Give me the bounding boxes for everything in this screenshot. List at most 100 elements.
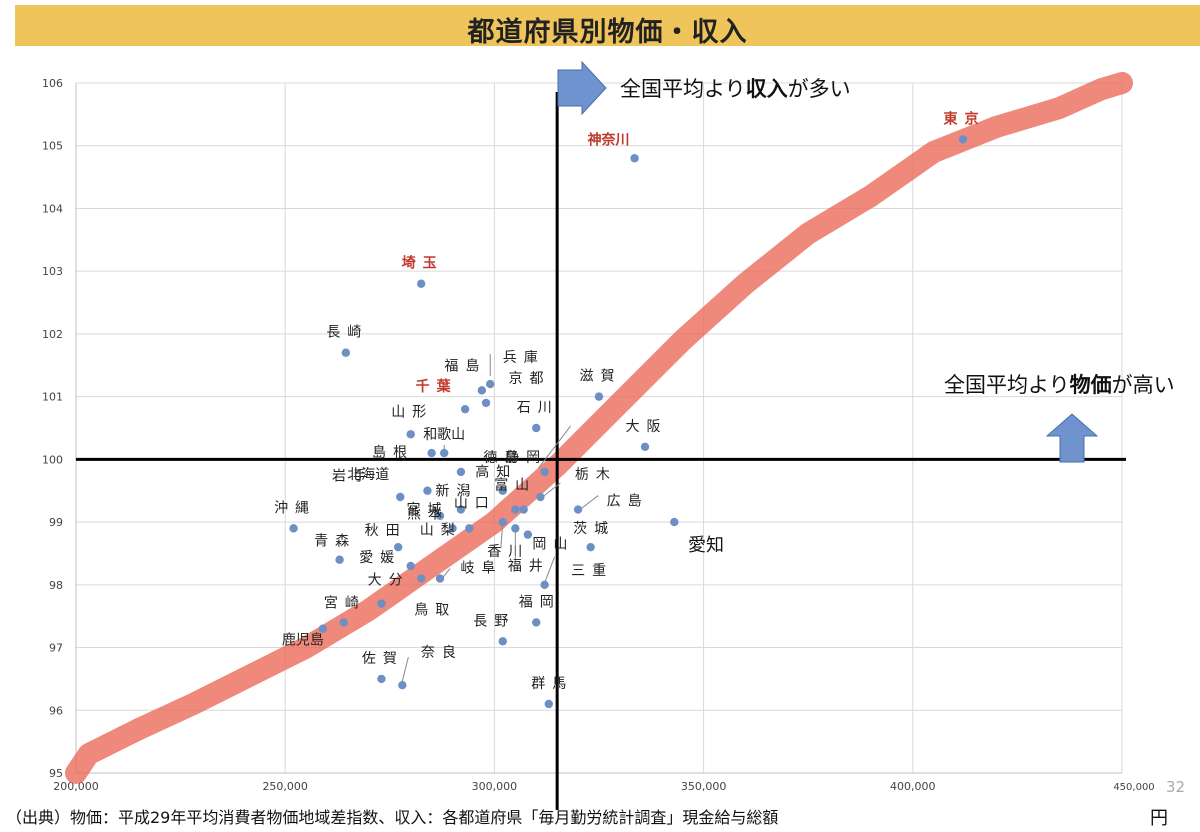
point-label: 山 梨 [420,522,455,538]
data-point [573,505,583,514]
leader-line [579,495,599,510]
point-label: 石 川 [517,400,552,416]
data-point [670,517,679,527]
point-label: 宮 崎 [324,596,359,612]
y-tick-label: 103 [42,265,63,278]
data-point [427,448,436,458]
point-label: 山 口 [454,496,489,512]
scatter-chart: 200,000 250,000 300,000 350,000 400,000 450,0… [42,60,1175,810]
data-point [540,580,549,590]
point-label: 長 崎 [326,325,361,341]
point-label: 茨 城 [573,521,608,537]
data-point [498,486,507,495]
point-label: 愛 媛 [359,550,394,566]
x-tick-label: 250,000 [262,780,308,793]
data-point [289,524,298,533]
data-point [544,699,553,709]
title-bar: 都道府県別物価・収入 [15,5,1200,48]
point-label: 徳 島 [483,450,518,466]
point-label: 滋 賀 [580,369,615,385]
leader-line [542,482,561,498]
trend-line [65,72,1133,784]
y-tick-label: 98 [49,579,63,592]
data-point [498,637,507,646]
data-point [456,505,466,514]
y-tick-label: 96 [49,704,63,717]
data-point [318,624,328,633]
leader-line [538,425,572,469]
point-label: 福 井 [508,558,543,574]
data-point [511,524,520,533]
leader-line [401,657,409,682]
data-point [630,154,639,163]
data-point [423,486,432,495]
data-point [536,492,545,502]
data-point [393,542,403,552]
point-label: 三 重 [571,563,606,579]
y-tick-label: 105 [42,140,63,153]
x-axis-unit: 円 [1150,808,1168,829]
point-label: 鹿児島 [282,632,324,649]
leader-line [500,522,504,549]
point-label: 岡 山 [532,537,567,553]
y-tick-label: 95 [49,767,63,780]
data-point [339,618,348,627]
data-point [416,279,426,288]
point-label: 長 野 [473,613,508,629]
point-label: 山 形 [391,404,426,420]
x-tick-label: 200,000 [53,780,99,793]
data-point [523,530,533,539]
data-point [586,542,595,552]
y-tick-label: 97 [49,642,63,655]
page-title: 都道府県別物価・収入 [467,17,748,48]
price-arrow-icon [1045,413,1099,463]
data-point [481,398,491,408]
y-tick-label: 99 [49,516,63,529]
point-label: 岐 阜 [461,560,496,577]
y-tick-label: 104 [42,202,63,215]
data-point [477,386,487,395]
y-tick-label: 100 [42,453,63,466]
point-label: 埼 玉 [402,255,437,272]
data-point [532,618,541,627]
point-label: 青 森 [314,534,349,550]
data-point [377,599,386,608]
point-label: 大 分 [368,573,403,589]
point-label: 富 山 [494,477,529,494]
y-tick-label: 106 [42,77,63,90]
point-label: 群 馬 [531,676,566,692]
data-point [439,448,449,458]
point-label: 福 島 [444,358,479,374]
x-tick-label: 300,000 [472,780,518,793]
aichi-annotation: 愛知 [688,535,724,556]
point-label: 熊 本 [407,506,442,522]
data-point [341,348,351,357]
point-label: 千 葉 [416,378,452,395]
y-tick-label: 101 [42,391,63,404]
point-label: 香 川 [487,544,522,560]
point-label: 東 京 [944,110,979,127]
data-point [335,555,344,564]
point-label: 佐 賀 [362,651,397,667]
data-point [486,379,495,389]
point-label: 神奈川 [588,131,630,148]
data-point [406,561,415,571]
data-point [640,442,650,452]
point-label: 広 島 [607,494,642,510]
point-label: 奈 良 [421,645,456,661]
income-arrow-icon [557,60,607,116]
leader-line [544,556,556,583]
data-point [460,404,470,414]
data-point [540,467,549,477]
data-point [532,423,541,433]
data-point [465,524,474,533]
page-number: 32 [1166,778,1186,796]
point-label: 兵 庫 [503,349,538,366]
data-point [406,430,415,439]
point-label: 秋 田 [365,523,400,539]
data-point [456,467,466,477]
point-label: 高 知 [475,464,510,481]
point-label: 福 岡 [519,594,554,610]
point-label: 栃 木 [575,467,610,483]
x-tick-label: 350,000 [681,780,727,793]
